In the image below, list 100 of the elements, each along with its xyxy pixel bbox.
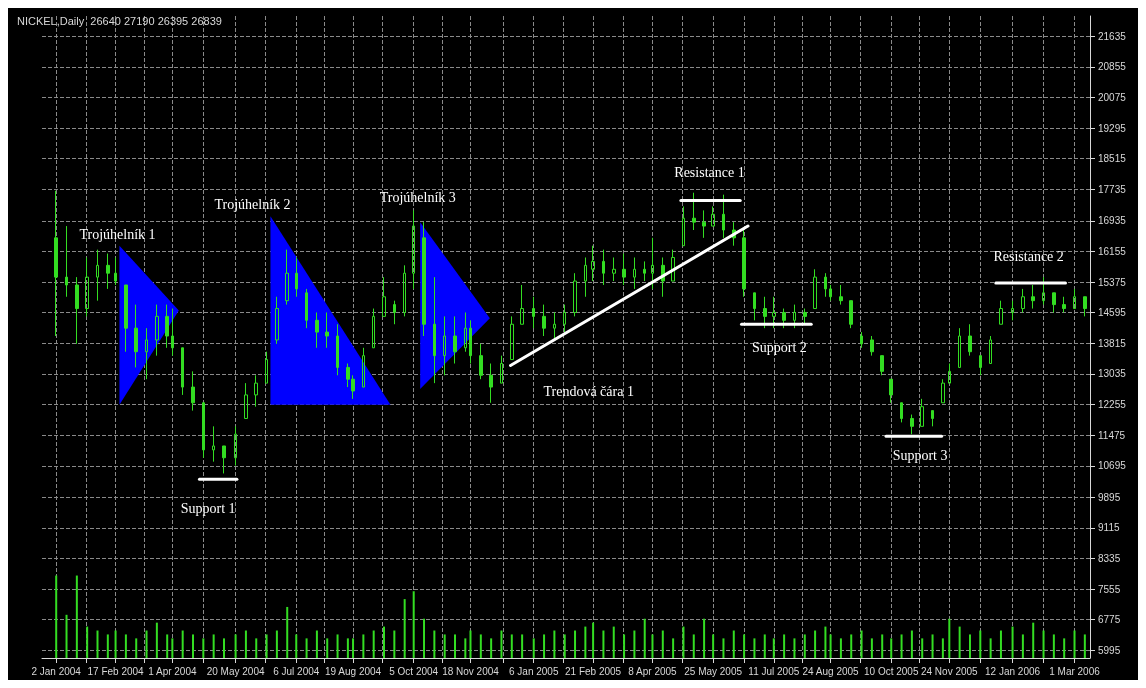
candlestick [900, 402, 903, 423]
candlestick [584, 256, 587, 298]
annotation: Support 1 [180, 500, 236, 516]
x-tick-label: 20 May 2004 [206, 665, 265, 677]
x-tick-label: 24 Nov 2005 [920, 665, 979, 677]
candlestick [753, 292, 756, 321]
candlestick [453, 315, 457, 364]
candlestick [469, 319, 472, 364]
annotation: Support 2 [751, 340, 807, 356]
candlestick [222, 445, 226, 474]
candlestick [682, 205, 685, 247]
candlestick [479, 343, 483, 380]
candlestick [275, 296, 279, 345]
candlestick [181, 347, 184, 396]
y-tick-label: 14595 [1098, 307, 1127, 319]
annotation: Resistance 2 [993, 248, 1064, 264]
candlestick [591, 245, 595, 282]
candlestick [403, 264, 406, 317]
x-tick-label: 24 Aug 2005 [802, 665, 860, 677]
annotation: Trojúhelník 2 [214, 196, 291, 212]
candlestick [315, 311, 319, 349]
candlestick [573, 272, 577, 317]
candlestick [860, 331, 863, 349]
annotation: Trojúhelník 1 [79, 226, 156, 242]
candlestick [920, 398, 924, 427]
candlestick [958, 327, 961, 368]
candlestick [155, 304, 159, 357]
annotation: Trojúhelník 3 [379, 190, 456, 206]
candlestick [948, 363, 951, 384]
candlestick [742, 229, 746, 298]
y-tick-label: 19295 [1098, 122, 1127, 134]
candlestick [265, 351, 268, 384]
candlestick [563, 304, 566, 333]
candlestick [849, 300, 853, 329]
y-tick-label: 5995 [1098, 644, 1121, 656]
x-tick-label: 12 Jan 2006 [985, 665, 1041, 677]
candlestick [336, 323, 339, 376]
candlestick [622, 253, 626, 286]
candlestick [412, 209, 415, 290]
candlestick [1042, 276, 1045, 306]
candlestick [824, 272, 827, 298]
candlestick [295, 256, 298, 298]
candlestick [510, 315, 514, 361]
candlestick [612, 256, 616, 282]
y-tick-label: 21635 [1098, 30, 1127, 42]
candlestick [382, 276, 386, 317]
candlestick [75, 276, 79, 345]
candlestick [191, 370, 195, 412]
candlestick [285, 249, 289, 306]
candlestick [145, 327, 148, 380]
candlestick [106, 253, 110, 290]
candlestick [520, 284, 524, 325]
candlestick [542, 304, 546, 337]
y-tick-label: 9895 [1098, 491, 1121, 503]
x-tick-label: 6 Jul 2004 [273, 665, 320, 677]
candlestick [979, 355, 982, 376]
candlestick [829, 284, 832, 302]
candlestick [839, 284, 843, 306]
y-tick-label: 17735 [1098, 183, 1127, 195]
y-tick-label: 10695 [1098, 460, 1127, 472]
candlestick [325, 311, 329, 349]
candlestick [553, 311, 556, 341]
candlestick [889, 378, 893, 404]
x-tick-label: 1 Apr 2004 [148, 665, 197, 677]
x-tick-label: 1 Mar 2006 [1049, 665, 1101, 677]
annotation: Support 3 [892, 447, 948, 463]
x-tick-label: 18 Nov 2004 [442, 665, 500, 677]
annotation: Resistance 1 [674, 165, 745, 181]
candlestick [372, 308, 375, 349]
candlestick [1052, 292, 1056, 313]
y-tick-label: 18515 [1098, 153, 1127, 165]
candlestick [772, 296, 776, 329]
candlestick [633, 256, 636, 290]
candlestick [500, 355, 503, 384]
candlestick [870, 335, 874, 357]
y-tick-label: 11475 [1098, 429, 1126, 441]
candlestick [931, 410, 934, 427]
candlestick [1083, 296, 1087, 317]
candlestick [124, 284, 128, 353]
candlestick [999, 300, 1003, 325]
x-tick-label: 10 Oct 2005 [864, 665, 919, 677]
candlestick [489, 363, 493, 404]
x-tick-label: 8 Apr 2005 [628, 665, 678, 677]
candlestick [651, 237, 654, 290]
candlestick [532, 296, 535, 329]
candlestick [54, 190, 58, 337]
y-tick-label: 12255 [1098, 399, 1127, 411]
candlestick [422, 221, 426, 337]
x-tick-label: 25 May 2005 [684, 665, 743, 677]
x-tick-label: 11 Jul 2005 [748, 665, 800, 677]
candlestick [114, 256, 117, 286]
candlestick [305, 288, 308, 329]
y-tick-label: 16935 [1098, 215, 1127, 227]
candlestick [692, 192, 696, 231]
y-tick-label: 8335 [1098, 552, 1121, 564]
y-tick-label: 16155 [1098, 245, 1127, 257]
candlestick [880, 355, 884, 376]
candlestick [941, 378, 945, 404]
candlestick [362, 347, 365, 388]
candlestick [254, 374, 258, 408]
